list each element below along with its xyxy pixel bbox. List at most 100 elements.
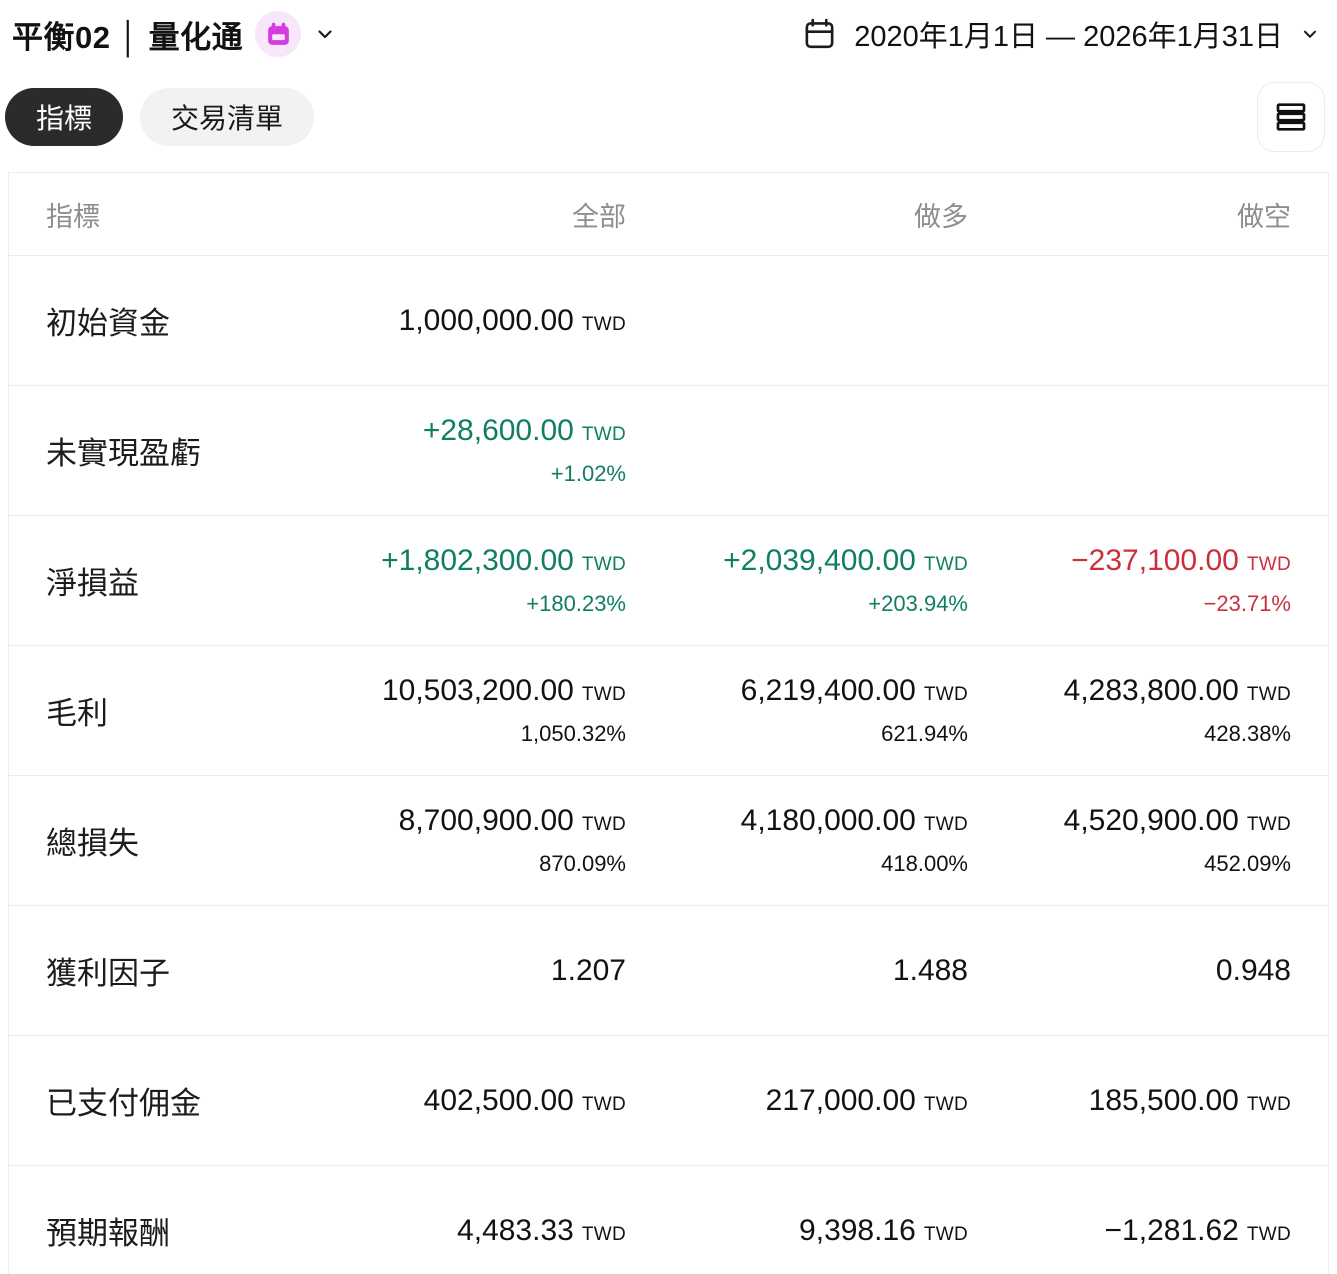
cell-all: +1,802,300.00 TWD +180.23% — [286, 516, 626, 645]
cell-short: −237,100.00 TWD −23.71% — [968, 516, 1291, 645]
currency-suffix: TWD — [923, 554, 968, 575]
cell-short: 0.948 — [968, 906, 1291, 1035]
tab-bar: 指標 交易清單 — [0, 82, 1337, 152]
currency-suffix: TWD — [581, 424, 626, 445]
cell-all: 4,483.33 TWD — [286, 1166, 626, 1274]
currency-suffix: TWD — [581, 1223, 626, 1245]
metric-percent: 621.94% — [881, 721, 968, 746]
metric-label: 已支付佣金 — [46, 1086, 201, 1121]
currency-suffix: TWD — [923, 1223, 968, 1245]
cell-long: 1.488 — [626, 906, 968, 1035]
metric-value: 4,180,000.00 TWD — [740, 804, 968, 837]
table-header-row: 指標 全部 做多 做空 — [9, 173, 1328, 255]
cell-short: 185,500.00 TWD — [968, 1036, 1291, 1165]
metric-value: 402,500.00 TWD — [423, 1083, 626, 1117]
column-header-all: 全部 — [572, 201, 626, 232]
column-header-short: 做空 — [1237, 201, 1291, 232]
cell-short: 4,283,800.00 TWD 428.38% — [968, 646, 1291, 775]
cell-all: 1,000,000.00 TWD — [286, 256, 626, 385]
cell-long: 4,180,000.00 TWD 418.00% — [626, 776, 968, 905]
metric-percent: −23.71% — [1203, 591, 1291, 616]
metric-percent: 418.00% — [881, 851, 968, 876]
metric-value: 4,483.33 TWD — [457, 1213, 626, 1247]
currency-suffix: TWD — [1246, 1093, 1291, 1115]
tab-metrics[interactable]: 指標 — [5, 88, 124, 146]
currency-suffix: TWD — [1246, 684, 1291, 705]
metric-value: 4,283,800.00 TWD — [1063, 674, 1291, 707]
chevron-down-icon — [1299, 23, 1321, 45]
metric-value: 0.948 — [1215, 953, 1291, 987]
table-row: 初始資金 1,000,000.00 TWD — [9, 255, 1328, 385]
currency-suffix: TWD — [1246, 1223, 1291, 1245]
cell-all: 402,500.00 TWD — [286, 1036, 626, 1165]
column-header-metric: 指標 — [46, 201, 100, 232]
currency-suffix: TWD — [923, 1093, 968, 1115]
metric-value: 1.207 — [550, 953, 626, 987]
metric-percent: +180.23% — [526, 591, 626, 616]
metric-value: −1,281.62 TWD — [1104, 1213, 1291, 1247]
metric-percent: 428.38% — [1204, 721, 1291, 746]
table-row: 獲利因子 1.207 1.488 0.948 — [9, 905, 1328, 1035]
currency-suffix: TWD — [923, 814, 968, 835]
metric-label: 初始資金 — [46, 306, 170, 341]
currency-suffix: TWD — [581, 313, 626, 335]
table-row: 未實現盈虧 +28,600.00 TWD +1.02% — [9, 385, 1328, 515]
cell-all: 1.207 — [286, 906, 626, 1035]
metric-percent: +1.02% — [550, 461, 626, 486]
cell-long: 9,398.16 TWD — [626, 1166, 968, 1274]
column-header-long: 做多 — [914, 201, 968, 232]
currency-suffix: TWD — [1246, 554, 1291, 575]
metric-value: 6,219,400.00 TWD — [740, 674, 968, 707]
cell-long — [626, 256, 968, 385]
cell-long — [626, 386, 968, 515]
metric-value: 1,000,000.00 TWD — [398, 303, 626, 337]
metric-percent: +203.94% — [868, 591, 968, 616]
metric-percent: 1,050.32% — [520, 721, 626, 746]
metric-value: −237,100.00 TWD — [1071, 544, 1291, 577]
date-range-text: 2020年1月1日 — 2026年1月31日 — [854, 21, 1283, 53]
cell-short: 4,520,900.00 TWD 452.09% — [968, 776, 1291, 905]
cell-long: +2,039,400.00 TWD +203.94% — [626, 516, 968, 645]
metric-label: 總損失 — [46, 826, 139, 861]
tab-trade-list[interactable]: 交易清單 — [140, 88, 315, 146]
cell-all: 8,700,900.00 TWD 870.09% — [286, 776, 626, 905]
metric-value: +2,039,400.00 TWD — [723, 544, 968, 577]
metric-percent: 870.09% — [539, 851, 626, 876]
metric-value: 217,000.00 TWD — [765, 1083, 968, 1117]
cell-long: 217,000.00 TWD — [626, 1036, 968, 1165]
calendar-icon — [801, 16, 838, 53]
metric-label: 淨損益 — [46, 566, 139, 601]
strategy-selector[interactable]: 平衡02 │ 量化通 — [12, 11, 337, 57]
currency-suffix: TWD — [581, 554, 626, 575]
list-settings-button[interactable] — [1257, 82, 1325, 152]
page-title: 平衡02 │ 量化通 — [12, 19, 244, 55]
metric-value: +28,600.00 TWD — [422, 414, 626, 447]
metric-value: 185,500.00 TWD — [1088, 1083, 1291, 1117]
table-row: 淨損益 +1,802,300.00 TWD +180.23% +2,039,400… — [9, 515, 1328, 645]
currency-suffix: TWD — [923, 684, 968, 705]
cell-short — [968, 256, 1291, 385]
metrics-table: 指標 全部 做多 做空 初始資金 1,000,000.00 TWD 未實現盈虧 +… — [8, 172, 1329, 1274]
list-rows-icon — [1271, 97, 1311, 137]
currency-suffix: TWD — [581, 814, 626, 835]
date-range-picker[interactable]: 2020年1月1日 — 2026年1月31日 — [801, 13, 1321, 55]
table-row: 預期報酬 4,483.33 TWD 9,398.16 TWD −1,281.62 TW… — [9, 1165, 1328, 1274]
tabs: 指標 交易清單 — [5, 88, 315, 146]
metric-value: 8,700,900.00 TWD — [398, 804, 626, 837]
table-row: 已支付佣金 402,500.00 TWD 217,000.00 TWD 185,50… — [9, 1035, 1328, 1165]
metric-label: 預期報酬 — [46, 1216, 170, 1251]
cell-long: 6,219,400.00 TWD 621.94% — [626, 646, 968, 775]
chevron-down-icon — [313, 22, 337, 46]
metric-value: 9,398.16 TWD — [799, 1213, 968, 1247]
metric-label: 未實現盈虧 — [46, 436, 201, 471]
cell-all: 10,503,200.00 TWD 1,050.32% — [286, 646, 626, 775]
table-row: 總損失 8,700,900.00 TWD 870.09% 4,180,000.00… — [9, 775, 1328, 905]
cell-short — [968, 386, 1291, 515]
calendar-badge-icon — [255, 11, 302, 57]
metric-label: 獲利因子 — [46, 956, 170, 991]
metric-value: 10,503,200.00 TWD — [381, 674, 626, 707]
cell-all: +28,600.00 TWD +1.02% — [286, 386, 626, 515]
metric-value: 4,520,900.00 TWD — [1063, 804, 1291, 837]
metric-value: +1,802,300.00 TWD — [381, 544, 626, 577]
metric-value: 1.488 — [892, 953, 968, 987]
